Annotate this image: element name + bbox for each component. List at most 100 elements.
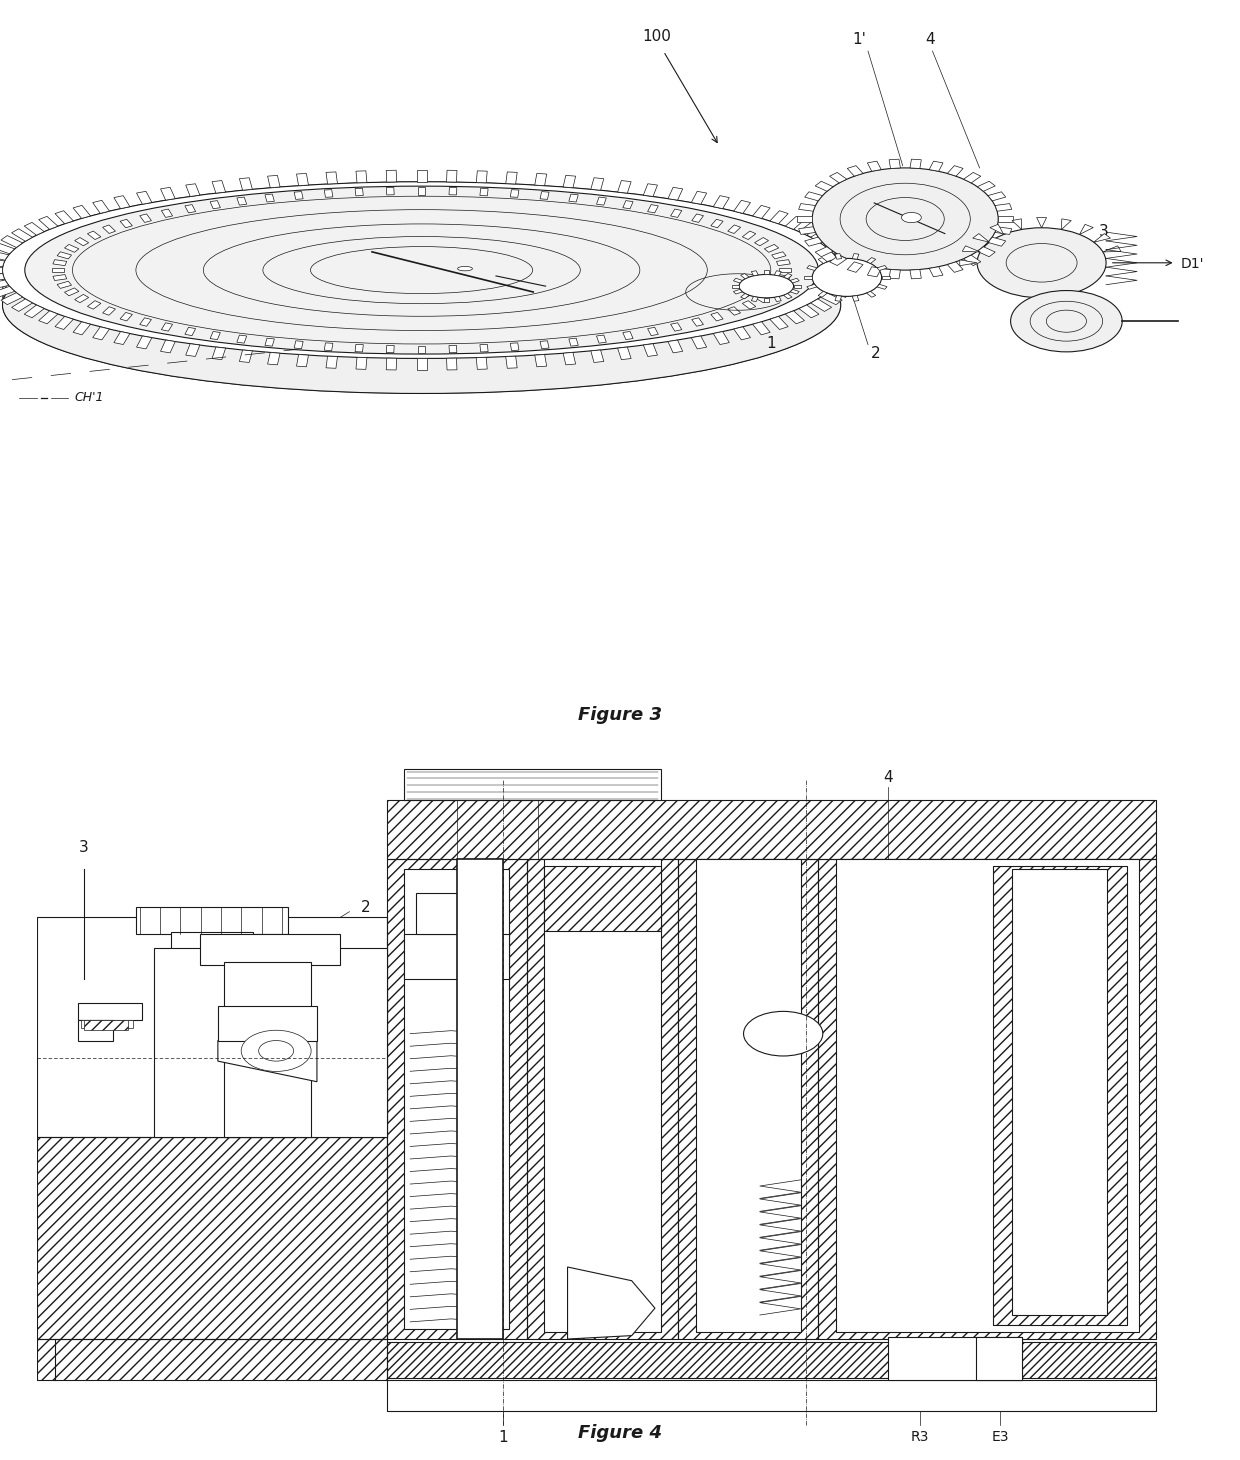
Polygon shape (0, 267, 2, 273)
Polygon shape (734, 200, 750, 213)
Polygon shape (38, 311, 58, 324)
Polygon shape (794, 285, 801, 288)
Polygon shape (805, 191, 822, 201)
Ellipse shape (1011, 291, 1122, 352)
Polygon shape (103, 225, 115, 234)
Polygon shape (161, 323, 172, 331)
Bar (37, 1137, 387, 1339)
Bar (37, 1339, 387, 1380)
Bar (387, 800, 1156, 858)
Polygon shape (751, 270, 758, 276)
Polygon shape (596, 197, 606, 204)
Polygon shape (882, 276, 890, 279)
Polygon shape (977, 247, 996, 257)
Polygon shape (838, 273, 861, 282)
Polygon shape (668, 187, 683, 200)
Polygon shape (446, 358, 458, 369)
Polygon shape (0, 258, 5, 267)
Polygon shape (212, 347, 226, 359)
Polygon shape (218, 1006, 317, 1041)
Polygon shape (57, 251, 72, 258)
Polygon shape (764, 244, 779, 253)
Polygon shape (541, 340, 549, 349)
Polygon shape (185, 204, 196, 213)
Polygon shape (910, 159, 921, 168)
Polygon shape (713, 196, 729, 209)
Bar (1012, 869, 1107, 1315)
Bar (544, 858, 661, 1332)
Polygon shape (88, 301, 100, 310)
Polygon shape (835, 254, 842, 260)
Text: Figure 4: Figure 4 (578, 1424, 662, 1442)
Bar (993, 866, 1127, 1326)
Bar (976, 1337, 1022, 1380)
Polygon shape (692, 215, 703, 222)
Bar (37, 1339, 387, 1380)
Polygon shape (799, 222, 818, 235)
Bar (223, 962, 311, 1136)
Polygon shape (644, 184, 657, 197)
Polygon shape (64, 288, 79, 296)
Polygon shape (210, 331, 221, 340)
Polygon shape (387, 346, 394, 353)
Polygon shape (622, 331, 634, 340)
Polygon shape (776, 274, 790, 280)
Polygon shape (668, 340, 683, 353)
Polygon shape (212, 181, 226, 193)
Polygon shape (671, 323, 682, 331)
Polygon shape (785, 311, 805, 324)
Polygon shape (947, 165, 963, 177)
Polygon shape (618, 181, 631, 193)
Polygon shape (622, 200, 634, 209)
Polygon shape (743, 301, 755, 310)
Polygon shape (713, 331, 729, 345)
Polygon shape (733, 279, 743, 283)
Polygon shape (692, 318, 703, 326)
Polygon shape (877, 266, 887, 270)
Polygon shape (186, 343, 200, 356)
Polygon shape (568, 1267, 655, 1339)
Text: 3: 3 (79, 841, 89, 856)
Polygon shape (815, 181, 833, 191)
Polygon shape (962, 245, 981, 253)
Polygon shape (52, 267, 64, 272)
Polygon shape (838, 258, 861, 267)
Polygon shape (799, 305, 818, 318)
Polygon shape (960, 260, 977, 266)
Polygon shape (446, 171, 458, 182)
Text: Figure 3: Figure 3 (578, 707, 662, 724)
Polygon shape (1, 292, 22, 305)
Polygon shape (237, 197, 247, 204)
Bar (404, 934, 510, 978)
Bar (387, 1343, 1156, 1380)
Bar (387, 1378, 1156, 1410)
Bar (387, 800, 1156, 858)
Polygon shape (386, 358, 397, 369)
Polygon shape (711, 312, 723, 321)
Polygon shape (734, 327, 750, 340)
Polygon shape (977, 181, 996, 191)
Text: E1': E1' (668, 320, 691, 334)
Bar (387, 1378, 1156, 1410)
Polygon shape (185, 327, 196, 336)
Bar (37, 917, 387, 1136)
Polygon shape (0, 273, 5, 282)
Polygon shape (764, 270, 769, 274)
Text: 4: 4 (883, 769, 893, 784)
Polygon shape (644, 343, 657, 356)
Polygon shape (73, 321, 91, 334)
Bar (387, 1343, 1156, 1380)
Polygon shape (847, 261, 863, 273)
Polygon shape (387, 187, 394, 194)
Polygon shape (294, 340, 303, 349)
Polygon shape (55, 317, 73, 330)
Text: 2: 2 (870, 346, 880, 361)
Polygon shape (1012, 219, 1022, 229)
Bar (171, 931, 253, 952)
Ellipse shape (241, 1031, 311, 1072)
Polygon shape (1094, 234, 1111, 242)
Polygon shape (88, 231, 100, 239)
Polygon shape (647, 204, 658, 213)
Polygon shape (868, 161, 882, 171)
Polygon shape (73, 206, 91, 219)
